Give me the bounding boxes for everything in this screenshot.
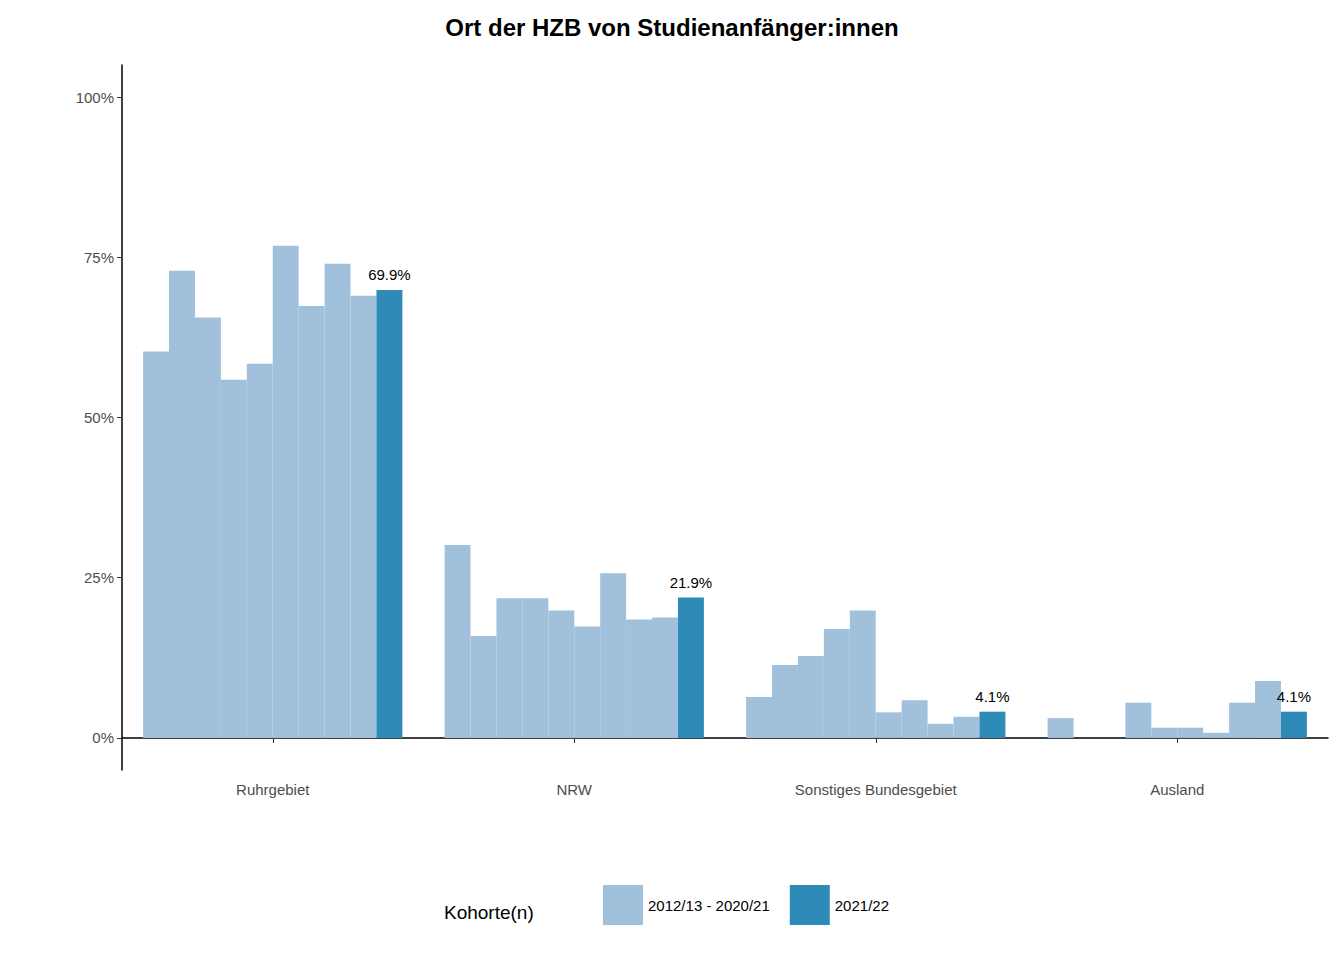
svg-text:0%: 0%: [92, 729, 114, 746]
svg-text:NRW: NRW: [556, 781, 592, 798]
svg-text:Kohorte(n): Kohorte(n): [444, 902, 534, 923]
svg-text:50%: 50%: [84, 409, 114, 426]
svg-text:100%: 100%: [76, 89, 114, 106]
svg-text:4.1%: 4.1%: [1277, 688, 1311, 705]
svg-text:Sonstiges Bundesgebiet: Sonstiges Bundesgebiet: [795, 781, 958, 798]
svg-text:69.9%: 69.9%: [368, 266, 411, 283]
svg-text:21.9%: 21.9%: [670, 574, 713, 591]
svg-text:2021/22: 2021/22: [835, 897, 889, 914]
svg-text:2012/13 - 2020/21: 2012/13 - 2020/21: [648, 897, 770, 914]
svg-text:75%: 75%: [84, 249, 114, 266]
svg-text:25%: 25%: [84, 569, 114, 586]
svg-text:4.1%: 4.1%: [975, 688, 1009, 705]
svg-text:Ort der HZB von Studienanfänge: Ort der HZB von Studienanfänger:innen: [445, 14, 898, 41]
svg-text:Ruhrgebiet: Ruhrgebiet: [236, 781, 310, 798]
svg-text:Ausland: Ausland: [1150, 781, 1204, 798]
